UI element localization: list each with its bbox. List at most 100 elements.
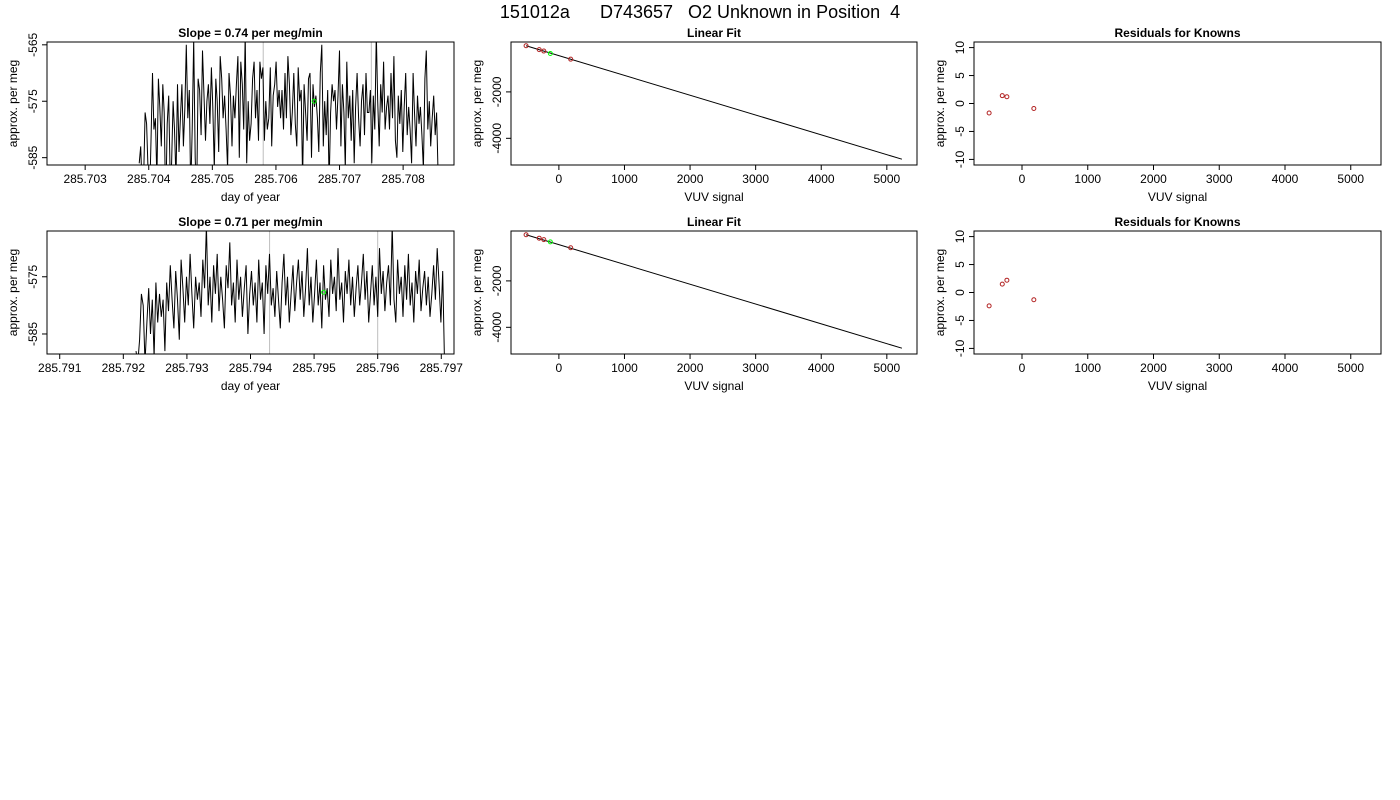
plot-area xyxy=(523,43,903,160)
y-tick-label: -4000 xyxy=(490,312,504,343)
plot-area xyxy=(986,93,1037,116)
x-tick-label: 5000 xyxy=(873,361,900,375)
known-point xyxy=(1004,94,1010,100)
x-tick-label: 285.703 xyxy=(63,172,107,186)
x-tick-label: 4000 xyxy=(1272,361,1299,375)
fit-line xyxy=(525,234,903,349)
y-axis-label: approx. per meg xyxy=(6,60,20,147)
y-tick-label: 10 xyxy=(953,230,967,244)
y-axis-label: approx. per meg xyxy=(933,249,947,336)
known-point xyxy=(986,110,992,116)
chart-title: Slope = 0.71 per meg/min xyxy=(178,215,322,229)
chart-title: Linear Fit xyxy=(687,26,741,40)
x-tick-label: 3000 xyxy=(742,172,769,186)
plot-area xyxy=(523,232,903,349)
x-axis-label: VUV signal xyxy=(684,190,743,204)
plot-area xyxy=(138,42,439,165)
x-tick-label: 5000 xyxy=(873,172,900,186)
x-axis: 285.791 285.792 285.793 285.794 285.795 285.7… xyxy=(38,353,464,393)
known-point xyxy=(523,43,529,49)
known-point xyxy=(568,245,574,251)
y-axis-label: approx. per meg xyxy=(470,60,484,147)
x-tick-label: 285.797 xyxy=(420,361,464,375)
y-axis: -2000 -4000 approx. per meg xyxy=(470,60,512,154)
x-axis-label: VUV signal xyxy=(684,379,743,393)
known-point xyxy=(541,48,547,54)
x-tick-label: 3000 xyxy=(742,361,769,375)
unknown-point xyxy=(547,50,553,56)
x-tick-label: 285.706 xyxy=(254,172,298,186)
y-tick-label: -2000 xyxy=(490,265,504,296)
x-tick-label: 285.708 xyxy=(381,172,425,186)
page-title: 151012a D743657 O2 Unknown in Position 4 xyxy=(499,2,901,22)
y-axis: 10 5 0 -5 -10 approx. per meg xyxy=(933,230,975,357)
x-tick-label: 285.793 xyxy=(165,361,209,375)
x-tick-label: 1000 xyxy=(1074,361,1101,375)
x-tick-label: 0 xyxy=(1019,361,1026,375)
unknown-point xyxy=(321,289,327,295)
x-tick-label: 2000 xyxy=(1140,361,1167,375)
known-point xyxy=(986,303,992,309)
x-tick-label: 1000 xyxy=(611,172,638,186)
plot-frame xyxy=(973,230,1382,355)
x-tick-label: 4000 xyxy=(808,172,835,186)
y-tick-label: -575 xyxy=(26,89,40,113)
x-tick-label: 0 xyxy=(1019,172,1026,186)
y-tick-label: -4000 xyxy=(490,123,504,154)
trace-line xyxy=(138,42,439,165)
x-tick-label: 285.707 xyxy=(318,172,362,186)
x-axis: 0 1000 2000 3000 4000 5000 VUV signal xyxy=(556,353,900,393)
x-tick-label: 1000 xyxy=(611,361,638,375)
x-tick-label: 0 xyxy=(556,172,563,186)
known-point xyxy=(1031,297,1037,303)
y-tick-label: -585 xyxy=(26,322,40,346)
x-tick-label: 1000 xyxy=(1074,172,1101,186)
y-tick-label: 5 xyxy=(953,72,967,79)
chart-panel-5: Linear Fit 0 1000 2000 3000 4000 5000 VUV signa… xyxy=(470,215,918,393)
x-tick-label: 285.794 xyxy=(229,361,273,375)
y-axis-label: approx. per meg xyxy=(470,249,484,336)
chart-panel-6: Residuals for Knowns 0 1000 2000 3000 4000 500… xyxy=(933,215,1382,393)
x-tick-label: 2000 xyxy=(677,361,704,375)
x-axis-label: VUV signal xyxy=(1148,379,1207,393)
chart-title: Residuals for Knowns xyxy=(1114,26,1240,40)
y-tick-label: 10 xyxy=(953,41,967,55)
x-tick-label: 5000 xyxy=(1337,361,1364,375)
y-tick-label: -10 xyxy=(953,150,967,168)
known-point xyxy=(999,93,1005,99)
x-tick-label: 285.795 xyxy=(292,361,336,375)
known-point xyxy=(536,235,542,241)
x-tick-label: 2000 xyxy=(1140,172,1167,186)
x-tick-label: 5000 xyxy=(1337,172,1364,186)
x-axis-label: VUV signal xyxy=(1148,190,1207,204)
x-axis-label: day of year xyxy=(221,190,280,204)
y-tick-label: -565 xyxy=(26,32,40,56)
plot-area xyxy=(135,231,445,354)
x-axis: 0 1000 2000 3000 4000 5000 VUV signal xyxy=(556,164,900,204)
y-tick-label: -5 xyxy=(953,126,967,137)
y-axis-label: approx. per meg xyxy=(933,60,947,147)
y-tick-label: 0 xyxy=(953,289,967,296)
x-tick-label: 0 xyxy=(556,361,563,375)
chart-title: Linear Fit xyxy=(687,215,741,229)
y-tick-label: 0 xyxy=(953,100,967,107)
x-tick-label: 3000 xyxy=(1206,361,1233,375)
trace-line xyxy=(135,231,445,354)
known-point xyxy=(1004,277,1010,283)
known-point xyxy=(1031,106,1037,112)
known-point xyxy=(536,47,542,53)
y-tick-label: -585 xyxy=(26,145,40,169)
known-point xyxy=(541,237,547,243)
y-axis: 10 5 0 -5 -10 approx. per meg xyxy=(933,41,975,168)
x-tick-label: 3000 xyxy=(1206,172,1233,186)
plot-frame xyxy=(973,41,1382,166)
chart-title: Slope = 0.74 per meg/min xyxy=(178,26,322,40)
y-axis: -565 -575 -585 approx. per meg xyxy=(6,32,48,170)
known-point xyxy=(523,232,529,238)
unknown-point xyxy=(311,98,317,104)
known-point xyxy=(999,281,1005,287)
chart-title: Residuals for Knowns xyxy=(1114,215,1240,229)
y-tick-label: -575 xyxy=(26,264,40,288)
